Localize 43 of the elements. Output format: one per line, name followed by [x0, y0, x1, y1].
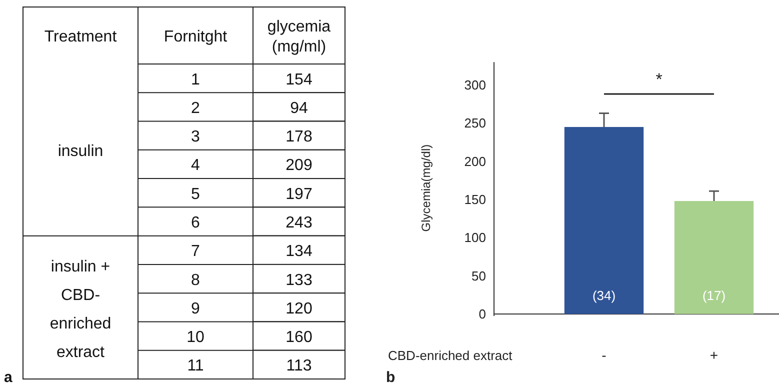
x-tick-label: + — [710, 347, 718, 363]
y-tick-label: 11 — [187, 358, 204, 375]
y-tick-label: 1 — [191, 71, 200, 88]
y-tick-label: 8 — [191, 272, 200, 289]
y-tick-label: 250 — [464, 116, 486, 131]
y-tick-label: 200 — [464, 154, 486, 169]
text: a — [4, 369, 13, 386]
data-label: 243 — [286, 214, 312, 232]
data-label: 113 — [286, 358, 312, 375]
text: insulin — [58, 142, 104, 160]
x-tick-label: - — [602, 347, 607, 363]
y2-axis-title: Treatment — [44, 28, 118, 46]
data-label: 197 — [286, 186, 312, 203]
y-tick-label: 6 — [191, 214, 200, 232]
data-label: 178 — [286, 128, 312, 146]
y-tick-label: 100 — [464, 230, 486, 246]
y-tick-label: 5 — [191, 186, 200, 203]
data-label: 160 — [286, 329, 312, 346]
annotation: (34) — [592, 288, 616, 303]
annotation: (17) — [702, 288, 726, 303]
x-tick-label: glycemia (mg/ml) — [267, 18, 331, 56]
y-tick-label: 10 — [186, 329, 204, 346]
y-axis-title: Fornitght — [164, 28, 228, 46]
text: b — [386, 369, 396, 386]
y-tick-label: 4 — [191, 157, 200, 174]
x-axis-title: CBD-enriched extract — [388, 348, 513, 363]
y-tick-label: 2 — [191, 100, 200, 117]
data-label: 154 — [286, 71, 312, 88]
y-tick-label: 7 — [191, 243, 200, 260]
data-label: 133 — [286, 272, 312, 289]
y-tick-label: 9 — [191, 300, 200, 318]
y-axis-title: Glycemia(mg/dl) — [419, 144, 433, 232]
text: insulin + CBD-enriched extract — [50, 258, 112, 361]
data-label: 120 — [286, 300, 312, 318]
y-tick-label: 300 — [464, 78, 486, 92]
y-tick-label: 0 — [478, 306, 486, 322]
y-tick-label: 3 — [191, 128, 200, 146]
y-tick-label: 50 — [472, 268, 486, 284]
data-label: 134 — [286, 243, 312, 260]
annotation: * — [656, 70, 663, 89]
data-label: 209 — [286, 157, 312, 174]
data-label: 94 — [290, 100, 308, 117]
y-tick-label: 150 — [464, 192, 486, 207]
